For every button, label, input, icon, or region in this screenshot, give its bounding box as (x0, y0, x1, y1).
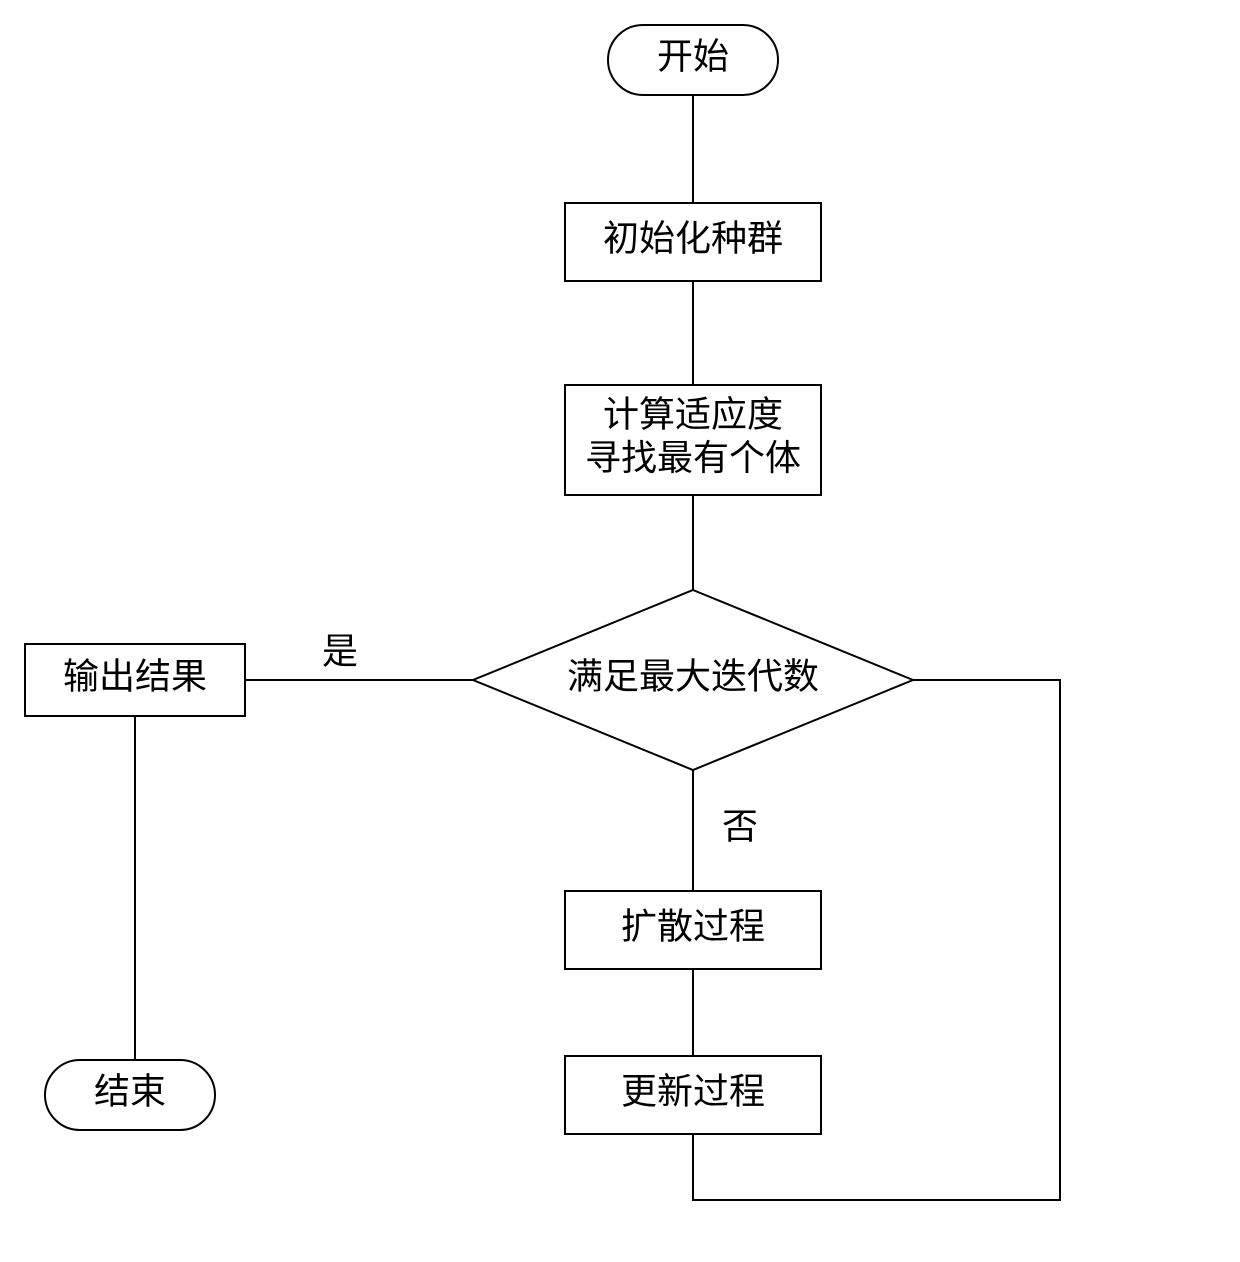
svg-text:结束: 结束 (94, 1071, 166, 1111)
svg-text:寻找最有个体: 寻找最有个体 (585, 438, 801, 478)
node-decision: 满足最大迭代数 (473, 590, 913, 770)
svg-text:开始: 开始 (657, 36, 729, 76)
edge-label-decision-output: 是 (322, 631, 358, 671)
nodes-layer: 开始初始化种群计算适应度寻找最有个体满足最大迭代数输出结果扩散过程更新过程结束 (25, 25, 913, 1134)
node-diffuse: 扩散过程 (565, 891, 821, 969)
svg-text:计算适应度: 计算适应度 (603, 395, 783, 435)
node-end: 结束 (45, 1060, 215, 1130)
node-calc: 计算适应度寻找最有个体 (565, 385, 821, 495)
node-update: 更新过程 (565, 1056, 821, 1134)
svg-text:输出结果: 输出结果 (63, 656, 207, 696)
node-output: 输出结果 (25, 644, 245, 716)
svg-text:更新过程: 更新过程 (621, 1071, 765, 1111)
svg-text:扩散过程: 扩散过程 (621, 906, 765, 946)
svg-text:满足最大迭代数: 满足最大迭代数 (567, 656, 819, 696)
flowchart-svg: 是否开始初始化种群计算适应度寻找最有个体满足最大迭代数输出结果扩散过程更新过程结… (0, 0, 1240, 1262)
node-init: 初始化种群 (565, 203, 821, 281)
node-start: 开始 (608, 25, 778, 95)
svg-text:初始化种群: 初始化种群 (603, 218, 783, 258)
edge-label-decision-diffuse: 否 (722, 806, 758, 846)
